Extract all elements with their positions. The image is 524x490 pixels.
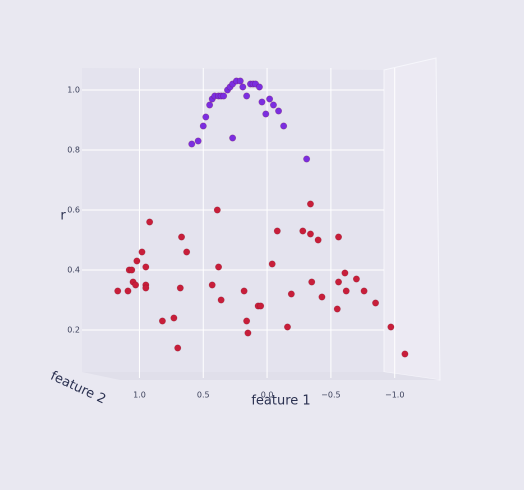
y-tick-label: 0.6: [67, 206, 80, 215]
x-tick-label: 0.0: [261, 391, 274, 400]
point: [215, 263, 223, 271]
point: [266, 95, 274, 103]
point: [401, 350, 409, 358]
point: [299, 227, 307, 235]
x-tick-label: 1.0: [133, 391, 146, 400]
point: [372, 299, 380, 307]
point: [199, 122, 207, 130]
side-pane: [383, 57, 441, 381]
point: [306, 200, 314, 208]
point: [258, 98, 266, 106]
point: [275, 107, 283, 115]
x-tick-label: 0.5: [197, 391, 210, 400]
point: [243, 317, 251, 325]
point: [335, 233, 343, 241]
point: [314, 236, 322, 244]
point: [387, 323, 395, 331]
point: [142, 263, 150, 271]
point: [138, 248, 146, 256]
point: [280, 122, 288, 130]
point: [128, 266, 136, 274]
point: [220, 92, 228, 100]
point: [213, 206, 221, 214]
x-tick-label: −0.5: [321, 391, 340, 400]
x-tick-label: −1.0: [385, 391, 404, 400]
point: [240, 287, 248, 295]
point: [174, 344, 182, 352]
point: [146, 218, 154, 226]
point: [133, 257, 141, 265]
point: [114, 287, 122, 295]
point: [124, 287, 132, 295]
point: [269, 101, 277, 109]
point: [229, 134, 237, 142]
point: [306, 230, 314, 238]
point: [255, 83, 263, 91]
point: [287, 290, 295, 298]
point: [158, 317, 166, 325]
plot-pane: [82, 68, 384, 372]
point: [257, 302, 265, 310]
point: [318, 293, 326, 301]
point: [236, 77, 244, 85]
point: [303, 155, 311, 163]
point: [176, 284, 184, 292]
point: [208, 281, 216, 289]
y-tick-label: 0.2: [67, 326, 80, 335]
point: [194, 137, 202, 145]
point: [170, 314, 178, 322]
point: [352, 275, 360, 283]
point: [178, 233, 186, 241]
point: [243, 92, 251, 100]
point: [206, 101, 214, 109]
point: [239, 83, 247, 91]
point: [308, 278, 316, 286]
point: [142, 284, 150, 292]
point: [183, 248, 191, 256]
point: [360, 287, 368, 295]
y-tick-label: 0.8: [67, 146, 80, 155]
y-tick-label: 0.4: [67, 266, 80, 275]
point: [262, 110, 270, 118]
point: [341, 269, 349, 277]
point: [342, 287, 350, 295]
point: [273, 227, 281, 235]
point: [333, 305, 341, 313]
point: [335, 278, 343, 286]
point: [268, 260, 276, 268]
point: [202, 113, 210, 121]
point: [188, 140, 196, 148]
point: [283, 323, 291, 331]
point: [244, 329, 252, 337]
point: [217, 296, 225, 304]
x-axis-title: feature 1: [251, 394, 310, 409]
point: [132, 281, 140, 289]
y-axis-title: r: [60, 209, 66, 224]
floor-pane: [82, 372, 440, 380]
y-tick-label: 1.0: [67, 86, 80, 95]
